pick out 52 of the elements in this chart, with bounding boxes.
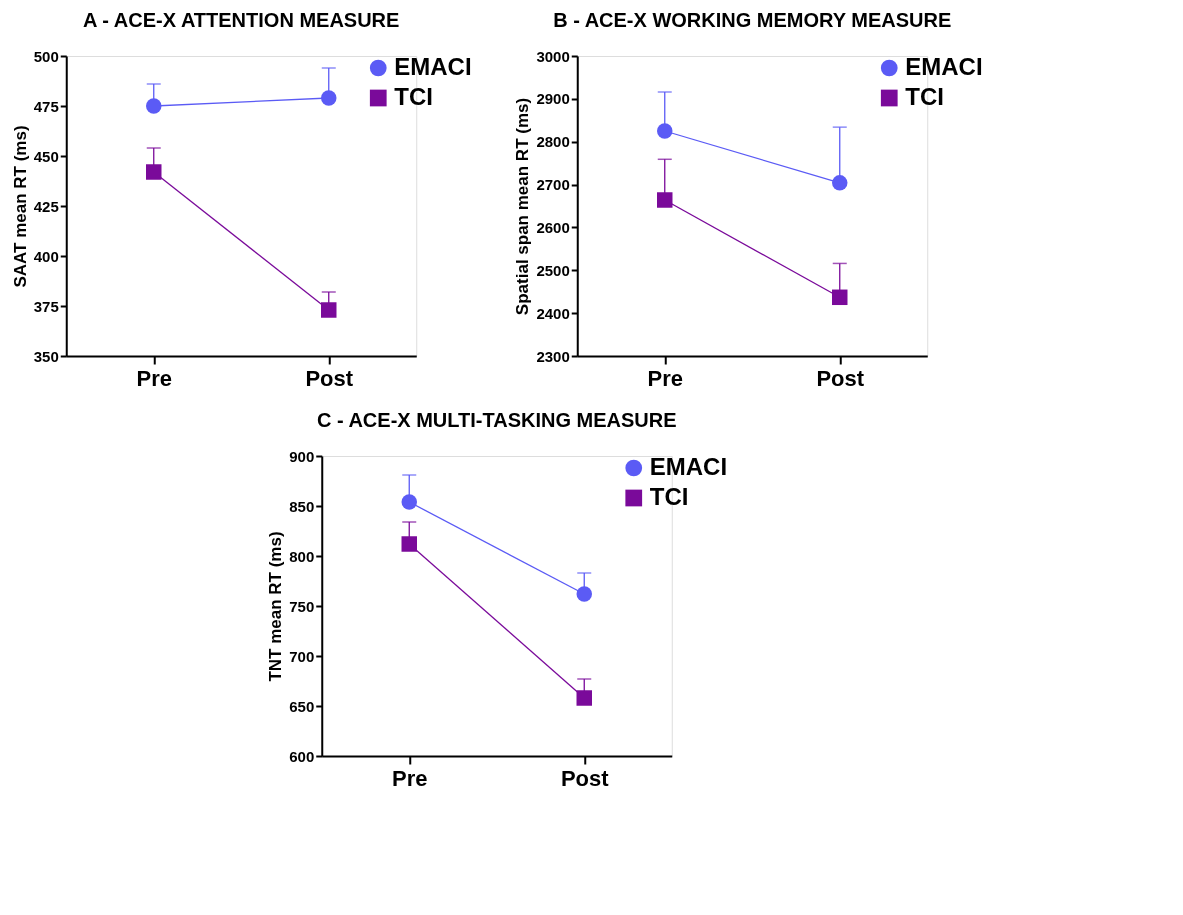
point <box>657 192 673 208</box>
x-tick-label: Pre <box>647 365 683 391</box>
point <box>146 98 162 114</box>
y-tick-label: 425 <box>33 197 59 215</box>
y-tick-label: 900 <box>289 447 315 465</box>
y-tick-label: 2700 <box>536 176 570 194</box>
point <box>321 302 337 318</box>
y-tick-label: 850 <box>289 497 315 515</box>
legend-label: EMACI <box>394 53 472 80</box>
y-tick-label: 750 <box>289 597 315 615</box>
legend-label: EMACI <box>905 53 983 80</box>
y-tick-label: 700 <box>289 647 315 665</box>
y-tick-label: 650 <box>289 697 315 715</box>
y-axis-title: Spatial span mean RT (ms) <box>513 97 533 316</box>
x-tick-label: Pre <box>392 765 428 791</box>
x-tick-label: Post <box>305 365 354 391</box>
y-axis-title: TNT mean RT (ms) <box>266 531 286 682</box>
y-tick-label: 800 <box>289 547 315 565</box>
point <box>401 494 417 510</box>
legend-label: EMACI <box>649 453 728 480</box>
x-tick-label: Post <box>560 765 610 791</box>
y-tick-label: 500 <box>33 47 59 65</box>
chart-title: C - ACE-X MULTI-TASKING MEASURE <box>316 409 677 431</box>
legend-label: TCI <box>905 83 944 110</box>
point <box>401 536 417 552</box>
chart-title: B - ACE-X WORKING MEMORY MEASURE <box>553 9 952 31</box>
y-tick-label: 375 <box>33 297 59 315</box>
point <box>832 289 848 306</box>
x-tick-label: Post <box>816 365 865 391</box>
point <box>832 175 848 191</box>
y-tick-label: 3000 <box>536 47 570 65</box>
point <box>576 586 592 602</box>
y-tick-label: 2800 <box>536 133 570 151</box>
y-axis-title: SAAT mean RT (ms) <box>10 125 30 288</box>
y-tick-label: 2300 <box>536 347 570 365</box>
y-tick-label: 400 <box>33 247 59 265</box>
x-tick-label: Pre <box>136 365 172 391</box>
y-tick-label: 450 <box>33 147 59 165</box>
point <box>146 164 162 180</box>
y-tick-label: 2600 <box>536 218 570 236</box>
y-tick-label: 475 <box>33 97 59 115</box>
y-tick-label: 600 <box>289 747 315 765</box>
point <box>321 90 337 106</box>
legend-label: TCI <box>649 483 689 510</box>
legend-label: TCI <box>394 83 433 110</box>
point <box>576 690 592 706</box>
chart-title: A - ACE-X ATTENTION MEASURE <box>83 9 400 31</box>
y-tick-label: 350 <box>33 347 59 365</box>
y-tick-label: 2500 <box>536 261 570 279</box>
y-tick-label: 2400 <box>536 304 570 322</box>
point <box>657 123 673 139</box>
y-tick-label: 2900 <box>536 90 570 108</box>
